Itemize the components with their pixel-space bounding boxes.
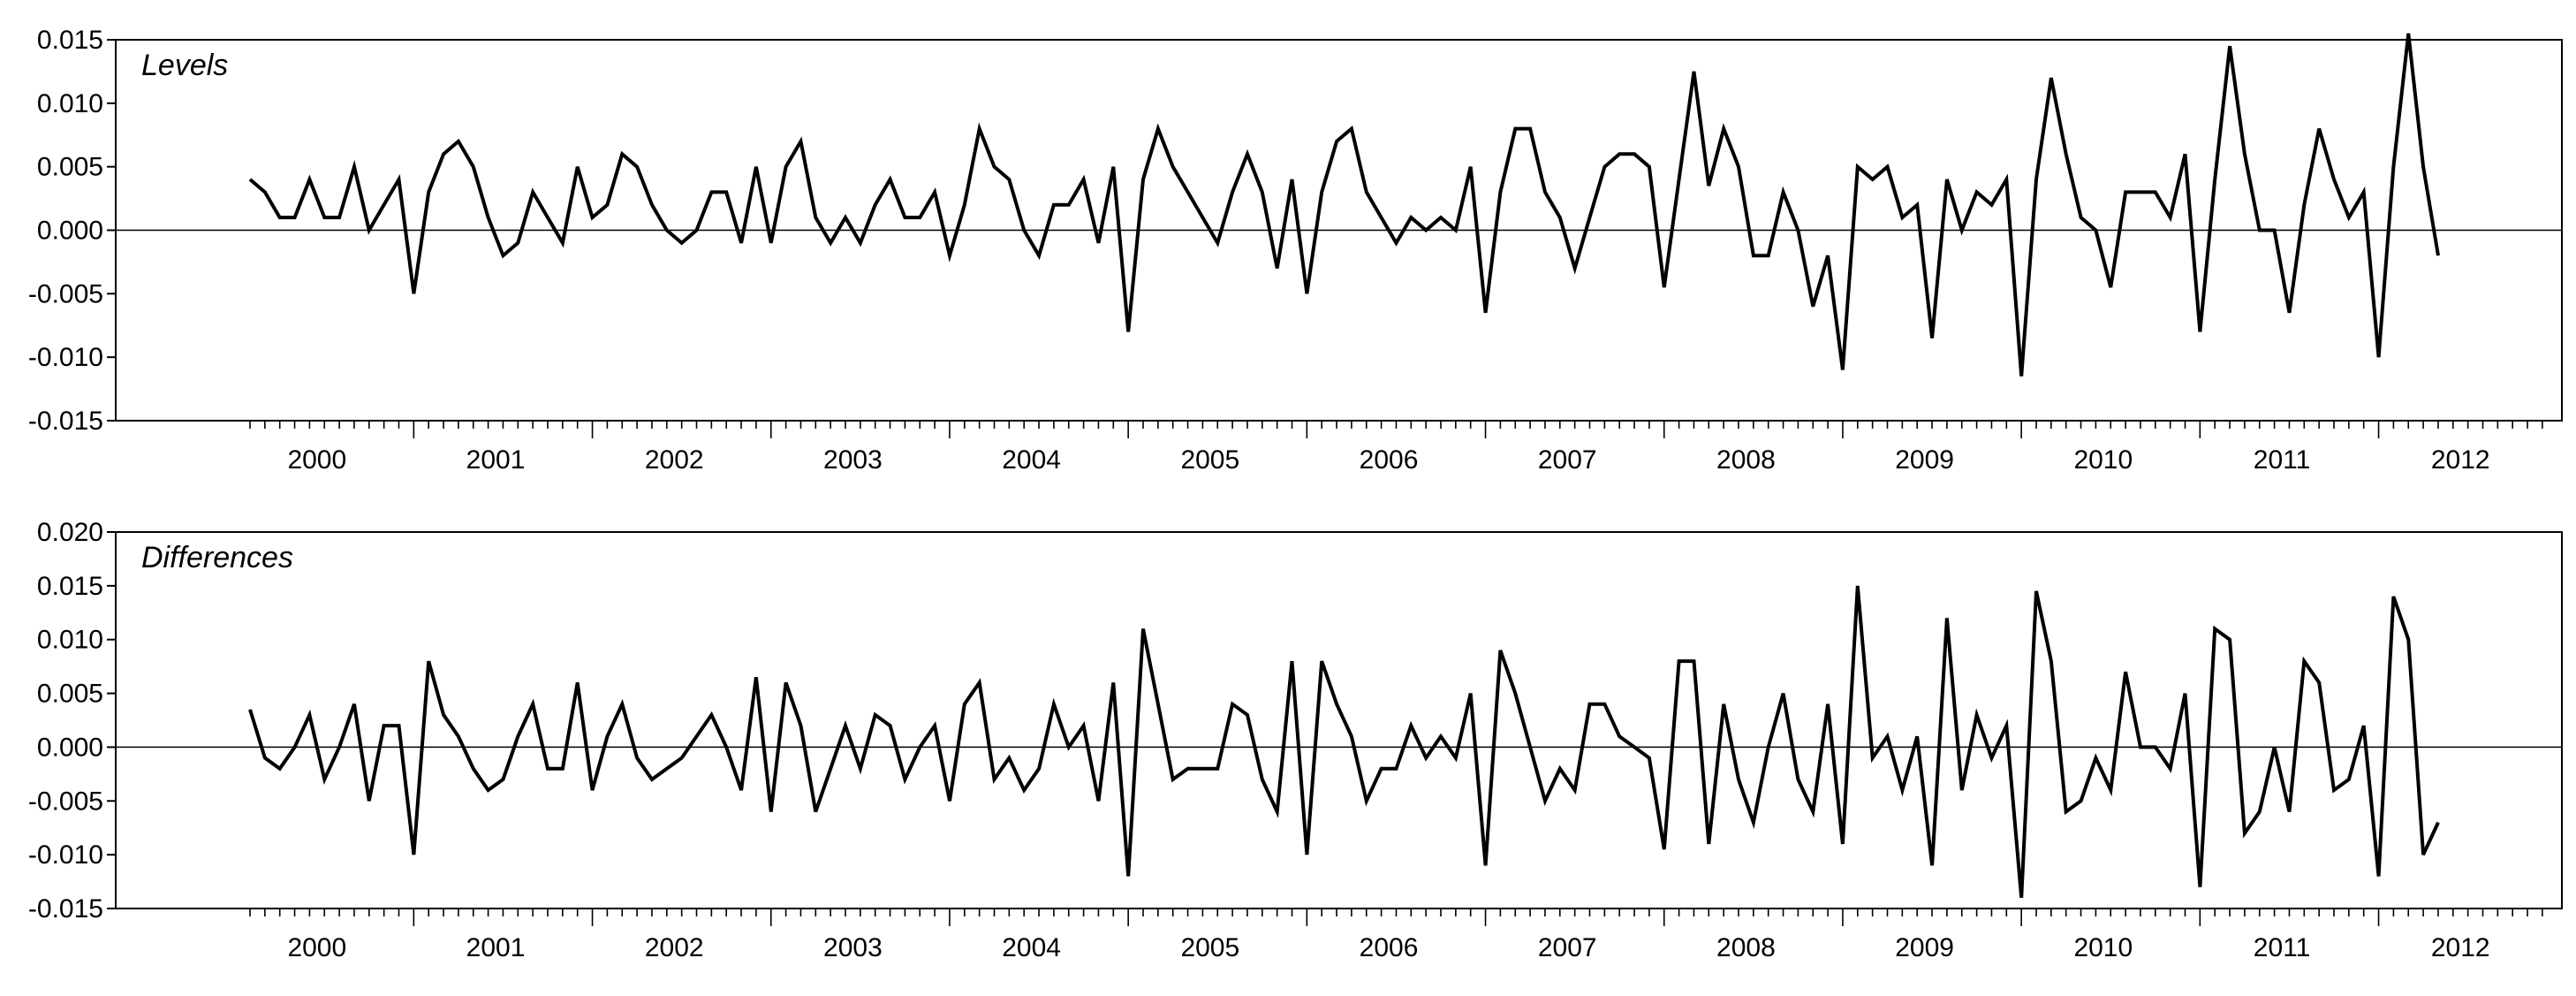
levels-panel: Levels 0.015 0.010 0.005 0.000 -0.005 -0.010 -… <box>28 26 2563 475</box>
levels-x-tick-label: 2011 <box>2254 445 2311 475</box>
levels-x-tick-label: 2006 <box>1360 445 1419 475</box>
differences-panel-title: Differences <box>141 541 293 574</box>
differences-panel: Differences 0.020 0.015 0.010 0.005 0.000 -0.… <box>28 518 2563 962</box>
differences-x-axis: 2000 2001 2002 2003 2004 2005 2006 2007 2008 2009… <box>249 909 2543 962</box>
levels-series-line <box>248 33 2440 376</box>
levels-x-axis: 2000 2001 2002 2003 2004 2005 2006 2007 2008 2009… <box>249 421 2543 475</box>
differences-x-tick-label: 2008 <box>1716 933 1776 962</box>
differences-x-tick-label: 2009 <box>1895 933 1954 962</box>
differences-x-tick-label: 2005 <box>1180 933 1239 962</box>
differences-y-tick-label: 0.000 <box>37 733 103 762</box>
levels-x-tick-label: 2002 <box>645 445 704 475</box>
levels-x-tick-label: 2010 <box>2073 445 2133 475</box>
differences-plot-frame <box>115 531 2563 909</box>
levels-y-tick-label: 0.015 <box>37 26 103 55</box>
differences-x-tick-label: 2010 <box>2073 933 2133 962</box>
differences-x-tick-label: 2004 <box>1002 933 1061 962</box>
differences-x-tick-label: 2000 <box>287 933 346 962</box>
levels-x-tick-label: 2005 <box>1180 445 1239 475</box>
levels-x-tick-label: 2012 <box>2431 445 2490 475</box>
levels-y-tick-label: -0.015 <box>28 407 103 436</box>
levels-x-tick-label: 2001 <box>466 445 526 475</box>
differences-x-tick-label: 2006 <box>1360 933 1419 962</box>
differences-x-tick-label: 2011 <box>2254 933 2311 962</box>
levels-x-tick-label: 2009 <box>1895 445 1954 475</box>
levels-y-tick-label: 0.010 <box>37 89 103 118</box>
differences-x-tick-label: 2001 <box>466 933 526 962</box>
levels-x-tick-label: 2007 <box>1538 445 1597 475</box>
levels-y-tick-label: 0.000 <box>37 217 103 246</box>
levels-y-tick-label: -0.010 <box>28 343 103 372</box>
differences-y-tick-label: 0.005 <box>37 680 103 709</box>
differences-x-tick-label: 2003 <box>823 933 883 962</box>
differences-y-tick-label: 0.010 <box>37 626 103 655</box>
differences-x-tick-label: 2012 <box>2431 933 2490 962</box>
differences-x-tick-label: 2002 <box>645 933 704 962</box>
differences-x-tick-label: 2007 <box>1538 933 1597 962</box>
levels-y-tick-label: -0.005 <box>28 279 103 308</box>
differences-y-axis: 0.020 0.015 0.010 0.005 0.000 -0.005 -0.010 -0.… <box>28 518 116 924</box>
differences-series-line <box>248 585 2440 898</box>
levels-panel-title: Levels <box>141 49 228 82</box>
levels-x-tick-label: 2004 <box>1002 445 1061 475</box>
differences-y-tick-label: 0.020 <box>37 518 103 547</box>
levels-x-tick-label: 2008 <box>1716 445 1776 475</box>
differences-y-tick-label: -0.010 <box>28 840 103 870</box>
levels-y-tick-label: 0.005 <box>37 153 103 182</box>
levels-x-tick-label: 2003 <box>823 445 883 475</box>
levels-y-axis: 0.015 0.010 0.005 0.000 -0.005 -0.010 -0.015 <box>28 26 116 436</box>
differences-y-tick-label: -0.015 <box>28 894 103 924</box>
differences-y-tick-label: -0.005 <box>28 787 103 816</box>
levels-x-tick-label: 2000 <box>287 445 346 475</box>
differences-y-tick-label: 0.015 <box>37 572 103 601</box>
